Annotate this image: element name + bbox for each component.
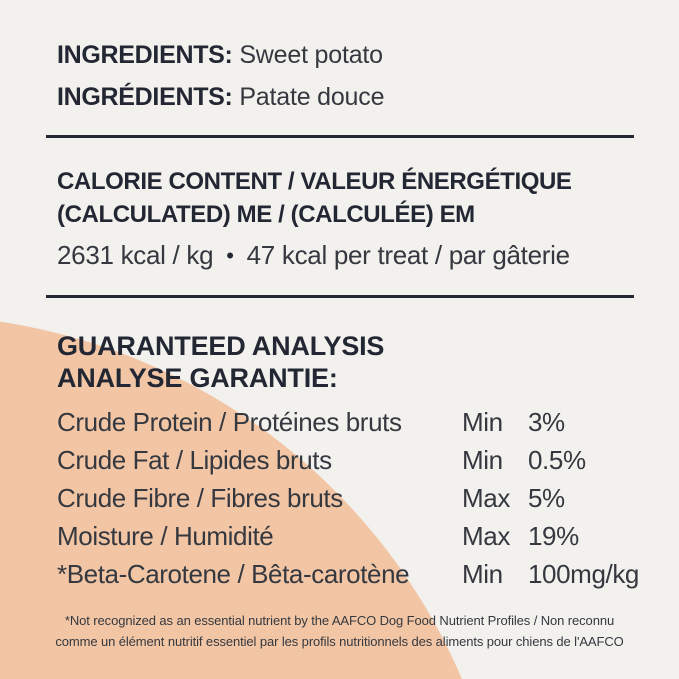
calorie-content-section: CALORIE CONTENT / VALEUR ÉNERGÉTIQUE (CA… xyxy=(57,165,572,272)
nutrient-label: *Beta-Carotene / Bêta-carotène xyxy=(57,558,410,589)
calories-per-kg: 2631 kcal / kg xyxy=(57,240,214,270)
nutrient-qualifier: Min xyxy=(462,406,503,437)
nutrient-value: 3% xyxy=(528,406,565,437)
divider-rule-bottom xyxy=(46,295,634,298)
calorie-heading-line1: CALORIE CONTENT / VALEUR ÉNERGÉTIQUE xyxy=(57,168,572,195)
nutrient-label: Crude Protein / Protéines bruts xyxy=(57,406,402,437)
nutrient-value: 100mg/kg xyxy=(528,558,639,589)
nutrient-qualifier: Max xyxy=(462,482,510,513)
ingredients-value-fr: Patate douce xyxy=(239,83,385,111)
bullet-separator: • xyxy=(226,243,234,268)
guaranteed-analysis-heading: GUARANTEED ANALYSIS ANALYSE GARANTIE: xyxy=(57,330,384,394)
nutrient-label: Moisture / Humidité xyxy=(57,520,274,551)
footnote-line-1: *Not recognized as an essential nutrient… xyxy=(64,613,615,628)
nutrient-label: Crude Fat / Lipides bruts xyxy=(57,444,332,475)
table-row: Crude Protein / Protéines bruts Min 3% xyxy=(57,403,642,441)
nutrient-value: 0.5% xyxy=(528,444,586,475)
ga-heading-line-fr: ANALYSE GARANTIE: xyxy=(57,363,338,393)
nutrient-value: 5% xyxy=(528,482,565,513)
nutrient-qualifier: Max xyxy=(462,520,510,551)
table-row: Crude Fibre / Fibres bruts Max 5% xyxy=(57,479,642,517)
calorie-heading-line2: (CALCULATED) ME / (CALCULÉE) EM xyxy=(57,201,475,228)
table-row: Crude Fat / Lipides bruts Min 0.5% xyxy=(57,441,642,479)
calories-per-treat: 47 kcal per treat / par gâterie xyxy=(246,240,570,270)
nutrient-value: 19% xyxy=(528,520,579,551)
table-row: *Beta-Carotene / Bêta-carotène Min 100mg… xyxy=(57,555,642,593)
ga-heading-line-en: GUARANTEED ANALYSIS xyxy=(57,331,385,361)
nutrient-qualifier: Min xyxy=(462,558,503,589)
ingredients-line-fr: INGRÉDIENTS: Patate douce xyxy=(57,76,384,118)
ingredients-label-fr: INGRÉDIENTS: xyxy=(57,83,233,111)
ingredients-value-en: Sweet potato xyxy=(239,41,383,69)
ingredients-section: INGREDIENTS: Sweet potato INGRÉDIENTS: P… xyxy=(57,34,384,118)
divider-rule-top xyxy=(46,135,634,138)
guaranteed-analysis-table: Crude Protein / Protéines bruts Min 3% C… xyxy=(57,403,642,593)
aafco-footnote: *Not recognized as an essential nutrient… xyxy=(0,610,679,652)
ingredients-line-en: INGREDIENTS: Sweet potato xyxy=(57,34,384,76)
nutrient-label: Crude Fibre / Fibres bruts xyxy=(57,482,343,513)
nutrient-qualifier: Min xyxy=(462,444,503,475)
calorie-values-line: 2631 kcal / kg • 47 kcal per treat / par g… xyxy=(57,239,572,272)
ingredients-label-en: INGREDIENTS: xyxy=(57,41,233,69)
footnote-line-2: comme un élément nutritif essentiel par … xyxy=(55,634,624,649)
table-row: Moisture / Humidité Max 19% xyxy=(57,517,642,555)
